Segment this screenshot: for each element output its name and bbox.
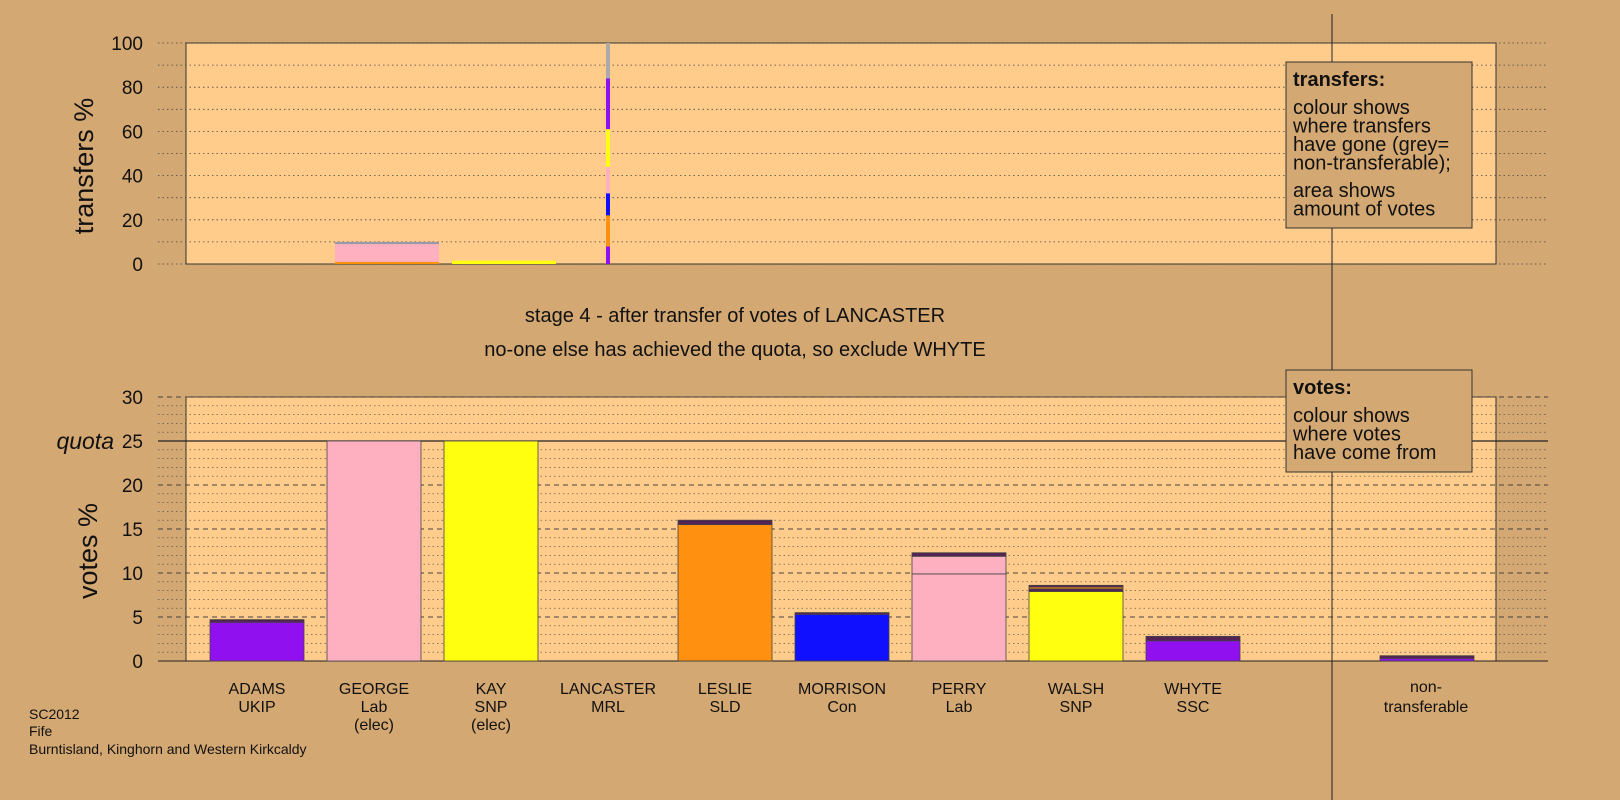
candidate-party: SSC [1177, 699, 1210, 716]
candidate-labels: ADAMSUKIPGEORGELab(elec)KAYSNP(elec)LANC… [229, 679, 1469, 734]
votes-y-tick-label: 25 [122, 432, 143, 453]
votes-legend-title: votes: [1293, 377, 1352, 399]
vote-segment [911, 573, 1007, 662]
transfer-segment [335, 261, 439, 264]
candidate-party: Lab [361, 699, 388, 716]
votes-y-tick-label: 5 [132, 608, 143, 629]
candidate-party: Con [827, 699, 856, 716]
source-transfer-segment [606, 129, 610, 167]
transfers-legend-line: have gone (grey= [1293, 134, 1449, 156]
vote-segment [1145, 640, 1241, 662]
footer-council: Fife [29, 723, 53, 739]
transfers-legend-line: colour shows [1293, 97, 1410, 119]
stage-title: stage 4 - after transfer of votes of LAN… [525, 305, 945, 327]
candidate-name: ADAMS [229, 681, 286, 698]
vote-segment [443, 440, 539, 662]
transfers-plot [158, 42, 1548, 265]
candidate-name: GEORGE [339, 681, 409, 698]
vote-segment [677, 524, 773, 662]
non-transferable-label-2: transferable [1384, 699, 1469, 716]
vote-segment [1028, 591, 1124, 662]
transfers-y-tick-label: 20 [122, 211, 143, 232]
non-transferable-label-1: non- [1410, 679, 1442, 696]
votes-bars [209, 440, 1475, 662]
transfers-legend-line: non-transferable); [1293, 153, 1451, 175]
candidate-name: WALSH [1048, 681, 1104, 698]
stage-subtitle: no-one else has achieved the quota, so e… [484, 339, 985, 361]
candidate-note: (elec) [471, 717, 511, 734]
votes-y-ticks: 0 5 10 15 20 25 30 [122, 388, 143, 673]
vote-segment [911, 555, 1007, 575]
candidate-party: Lab [946, 699, 973, 716]
votes-y-tick-label: 10 [122, 564, 143, 585]
transfers-legend-line: amount of votes [1293, 199, 1435, 221]
quota-label: quota [56, 428, 114, 454]
transfers-y-tick-label: 60 [122, 122, 143, 143]
candidate-name: PERRY [932, 681, 987, 698]
candidate-name: LANCASTER [560, 681, 656, 698]
vote-segment [911, 552, 1007, 557]
footer-election: SC2012 [29, 706, 80, 722]
transfer-segment [452, 260, 556, 264]
source-transfer-segment [606, 78, 610, 130]
transfers-y-tick-label: 100 [111, 34, 143, 55]
vote-segment [794, 612, 890, 615]
footer: SC2012 Fife Burntisland, Kinghorn and We… [29, 706, 307, 757]
transfers-y-ticks: 0 20 40 60 80 100 [111, 34, 143, 276]
source-transfer-segment [606, 193, 610, 216]
candidate-name: KAY [476, 681, 507, 698]
candidate-name: LESLIE [698, 681, 752, 698]
transfer-segment [335, 244, 439, 262]
vote-segment [326, 440, 422, 662]
candidate-party: SNP [475, 699, 508, 716]
vote-segment [209, 621, 305, 662]
votes-legend-line: have come from [1293, 442, 1436, 464]
votes-legend-line: colour shows [1293, 405, 1410, 427]
votes-legend-line: where votes [1292, 424, 1401, 446]
candidate-party: SNP [1060, 699, 1093, 716]
transfers-y-tick-label: 0 [132, 255, 143, 276]
candidate-name: WHYTE [1164, 681, 1222, 698]
transfers-legend-title: transfers: [1293, 69, 1385, 91]
votes-y-tick-label: 30 [122, 388, 143, 409]
footer-ward: Burntisland, Kinghorn and Western Kirkca… [29, 741, 307, 757]
candidate-name: MORRISON [798, 681, 886, 698]
candidate-party: SLD [709, 699, 740, 716]
vote-segment [209, 619, 305, 623]
votes-axis-title: votes % [73, 503, 103, 599]
transfers-legend-line: where transfers [1292, 116, 1431, 138]
votes-y-tick-label: 0 [132, 652, 143, 673]
votes-y-tick-label: 20 [122, 476, 143, 497]
vote-segment [1028, 584, 1124, 588]
source-transfer-segment [606, 215, 610, 247]
vote-segment [794, 613, 890, 662]
source-transfer-segment [606, 246, 610, 264]
transfers-bars [335, 43, 610, 264]
source-transfer-segment [606, 43, 610, 79]
transfers-legend-line: area shows [1293, 180, 1395, 202]
transfers-y-tick-label: 40 [122, 167, 143, 188]
candidate-party: UKIP [238, 699, 275, 716]
vote-segment [1145, 635, 1241, 642]
transfers-y-tick-label: 80 [122, 78, 143, 99]
source-transfer-segment [606, 166, 610, 194]
candidate-party: MRL [591, 699, 625, 716]
candidate-note: (elec) [354, 717, 394, 734]
vote-segment [1379, 655, 1475, 659]
transfers-axis-title: transfers % [69, 98, 99, 235]
transfers-plot-area [185, 42, 1497, 265]
vote-segment [677, 519, 773, 526]
votes-y-tick-label: 15 [122, 520, 143, 541]
transfer-segment [335, 241, 439, 245]
